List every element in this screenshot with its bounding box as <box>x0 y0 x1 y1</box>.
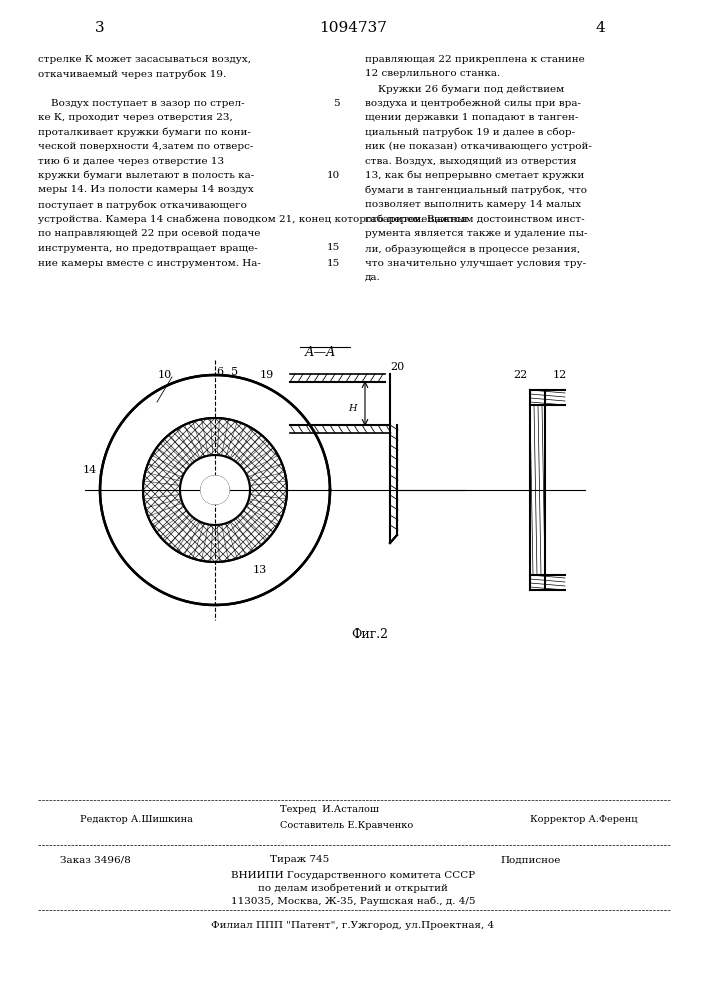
Text: ник (не показан) откачивающего устрой-: ник (не показан) откачивающего устрой- <box>365 142 592 151</box>
Text: 5: 5 <box>334 99 340 107</box>
Text: 12 сверлильного станка.: 12 сверлильного станка. <box>365 70 501 79</box>
Text: 13: 13 <box>253 565 267 575</box>
Text: да.: да. <box>365 273 381 282</box>
Text: позволяет выполнить камеру 14 малых: позволяет выполнить камеру 14 малых <box>365 200 581 209</box>
Text: Корректор А.Ференц: Корректор А.Ференц <box>530 816 638 824</box>
Text: ние камеры вместе с инструментом. На-: ние камеры вместе с инструментом. На- <box>38 258 261 267</box>
Text: 10: 10 <box>327 171 340 180</box>
Text: по направляющей 22 при осевой подаче: по направляющей 22 при осевой подаче <box>38 230 260 238</box>
Text: ства. Воздух, выходящий из отверстия: ства. Воздух, выходящий из отверстия <box>365 156 577 165</box>
Text: 20: 20 <box>390 362 404 372</box>
Text: ВНИИПИ Государственного комитета СССР: ВНИИПИ Государственного комитета СССР <box>231 870 475 880</box>
Text: ческой поверхности 4,затем по отверс-: ческой поверхности 4,затем по отверс- <box>38 142 253 151</box>
Text: габаритов. Важным достоинством инст-: габаритов. Важным достоинством инст- <box>365 215 585 225</box>
Text: Подписное: Подписное <box>500 856 561 864</box>
Text: ли, образующейся в процессе резания,: ли, образующейся в процессе резания, <box>365 244 580 253</box>
Text: инструмента, но предотвращает враще-: инструмента, но предотвращает враще- <box>38 244 258 253</box>
Text: Редактор А.Шишкина: Редактор А.Шишкина <box>80 816 193 824</box>
Text: Фиг.2: Фиг.2 <box>351 629 389 642</box>
Text: 14: 14 <box>83 465 97 475</box>
Text: Филиал ППП "Патент", г.Ужгород, ул.Проектная, 4: Филиал ППП "Патент", г.Ужгород, ул.Проек… <box>211 920 495 930</box>
Text: Составитель Е.Кравченко: Составитель Е.Кравченко <box>280 820 414 830</box>
Text: бумаги в тангенциальный патрубок, что: бумаги в тангенциальный патрубок, что <box>365 186 587 195</box>
Text: меры 14. Из полости камеры 14 воздух: меры 14. Из полости камеры 14 воздух <box>38 186 254 194</box>
Text: 113035, Москва, Ж-35, Раушская наб., д. 4/5: 113035, Москва, Ж-35, Раушская наб., д. … <box>230 896 475 906</box>
Text: тию 6 и далее через отверстие 13: тию 6 и далее через отверстие 13 <box>38 156 224 165</box>
Text: по делам изобретений и открытий: по делам изобретений и открытий <box>258 883 448 893</box>
Text: проталкивает кружки бумаги по кони-: проталкивает кружки бумаги по кони- <box>38 127 251 137</box>
Text: 13, как бы непрерывно сметает кружки: 13, как бы непрерывно сметает кружки <box>365 171 584 180</box>
Text: Тираж 745: Тираж 745 <box>270 856 329 864</box>
Text: 22: 22 <box>513 370 527 380</box>
Polygon shape <box>201 476 229 504</box>
Text: Техред  И.Асталош: Техред И.Асталош <box>280 806 379 814</box>
Text: А—А: А—А <box>304 346 336 359</box>
Polygon shape <box>180 455 250 525</box>
Text: 12: 12 <box>553 370 567 380</box>
Text: румента является также и удаление пы-: румента является также и удаление пы- <box>365 230 588 238</box>
Text: циальный патрубок 19 и далее в сбор-: циальный патрубок 19 и далее в сбор- <box>365 127 575 137</box>
Text: Кружки 26 бумаги под действием: Кружки 26 бумаги под действием <box>365 84 564 94</box>
Text: щении державки 1 попадают в танген-: щении державки 1 попадают в танген- <box>365 113 578 122</box>
Text: 4: 4 <box>595 21 605 35</box>
Text: 19: 19 <box>260 370 274 380</box>
Text: 5: 5 <box>231 367 238 377</box>
Text: Воздух поступает в зазор по стрел-: Воздух поступает в зазор по стрел- <box>38 99 245 107</box>
Text: воздуха и центробежной силы при вра-: воздуха и центробежной силы при вра- <box>365 99 581 108</box>
Text: Н: Н <box>349 404 357 413</box>
Text: что значительно улучшает условия тру-: что значительно улучшает условия тру- <box>365 258 586 267</box>
Text: 3: 3 <box>95 21 105 35</box>
Text: 6: 6 <box>216 367 223 377</box>
Text: устройства. Камера 14 снабжена поводком 21, конец которого перемещается: устройства. Камера 14 снабжена поводком … <box>38 215 467 225</box>
Text: 15: 15 <box>327 258 340 267</box>
Text: 15: 15 <box>327 243 340 252</box>
Text: стрелке К может засасываться воздух,: стрелке К может засасываться воздух, <box>38 55 251 64</box>
Text: поступает в патрубок откачивающего: поступает в патрубок откачивающего <box>38 200 247 210</box>
Text: ке К, проходит через отверстия 23,: ке К, проходит через отверстия 23, <box>38 113 233 122</box>
Text: откачиваемый через патрубок 19.: откачиваемый через патрубок 19. <box>38 70 226 79</box>
Text: 1094737: 1094737 <box>319 21 387 35</box>
Text: правляющая 22 прикреплена к станине: правляющая 22 прикреплена к станине <box>365 55 585 64</box>
Text: 10: 10 <box>158 370 172 380</box>
Text: кружки бумаги вылетают в полость ка-: кружки бумаги вылетают в полость ка- <box>38 171 255 180</box>
Text: Заказ 3496/8: Заказ 3496/8 <box>60 856 131 864</box>
